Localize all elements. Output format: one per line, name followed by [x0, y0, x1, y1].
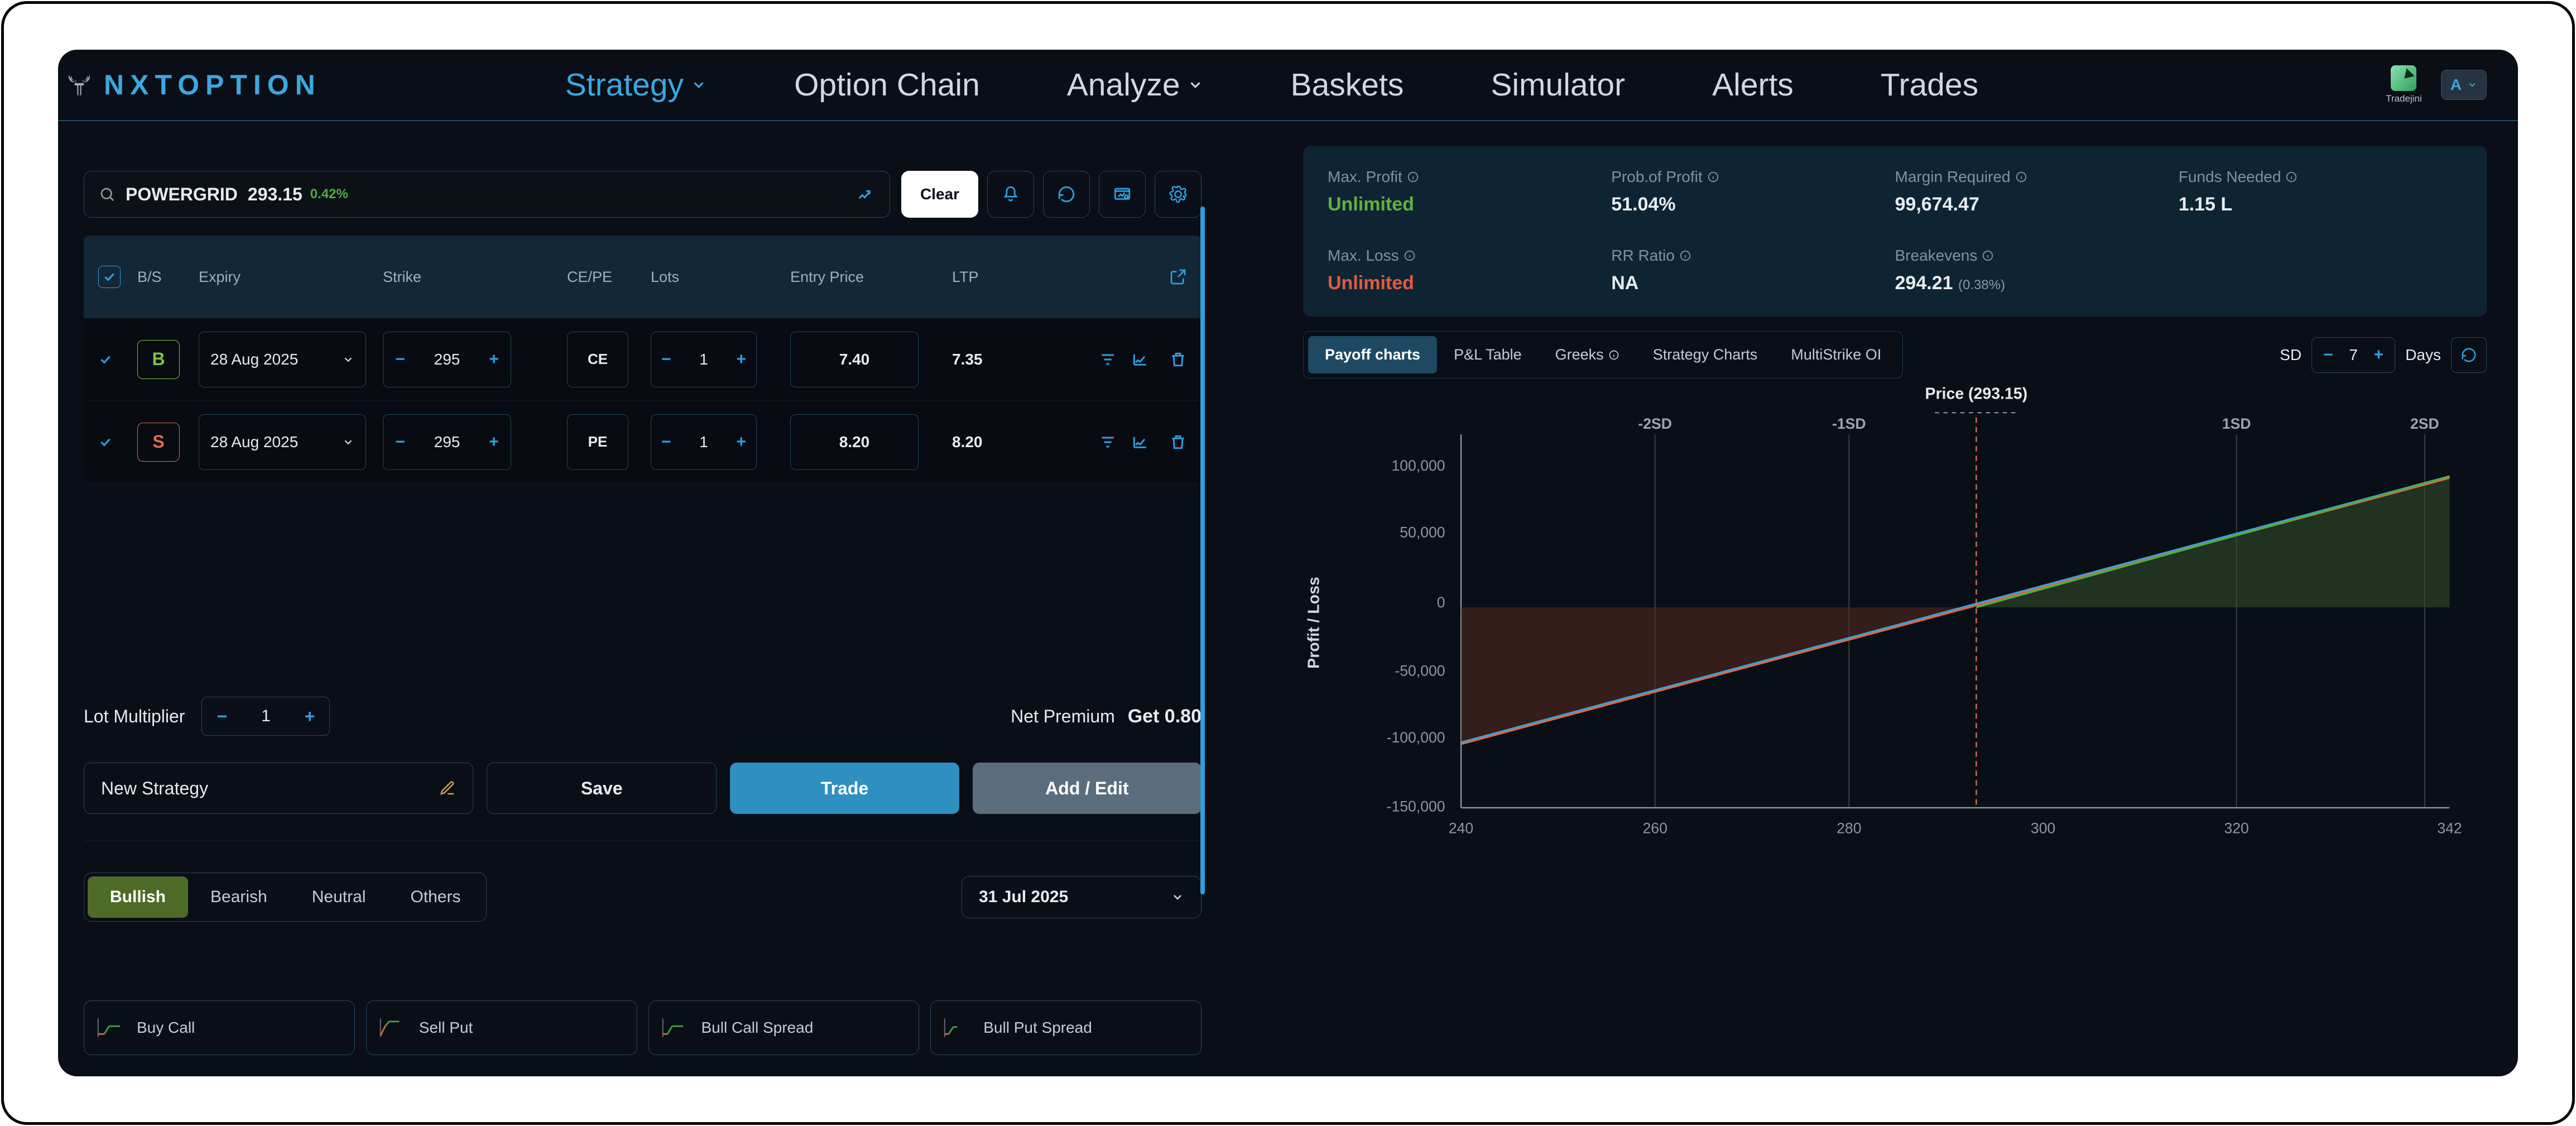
svg-text:1SD: 1SD — [2222, 415, 2251, 432]
svg-text:240: 240 — [1449, 820, 1473, 837]
svg-text:342: 342 — [2437, 820, 2462, 837]
svg-text:-2SD: -2SD — [1638, 415, 1672, 432]
svg-text:Price (293.15): Price (293.15) — [1925, 385, 2027, 403]
svg-text:260: 260 — [1643, 820, 1667, 837]
svg-text:-150,000: -150,000 — [1387, 798, 1445, 815]
svg-text:100,000: 100,000 — [1391, 457, 1445, 474]
svg-text:50,000: 50,000 — [1400, 524, 1445, 541]
svg-text:300: 300 — [2031, 820, 2055, 837]
svg-text:-1SD: -1SD — [1832, 415, 1866, 432]
svg-text:-100,000: -100,000 — [1387, 729, 1445, 746]
svg-text:-50,000: -50,000 — [1395, 662, 1445, 679]
svg-text:2SD: 2SD — [2410, 415, 2439, 432]
svg-text:0: 0 — [1437, 594, 1445, 611]
svg-text:320: 320 — [2224, 820, 2248, 837]
svg-text:280: 280 — [1837, 820, 1861, 837]
svg-text:Profit / Loss: Profit / Loss — [1305, 577, 1323, 669]
